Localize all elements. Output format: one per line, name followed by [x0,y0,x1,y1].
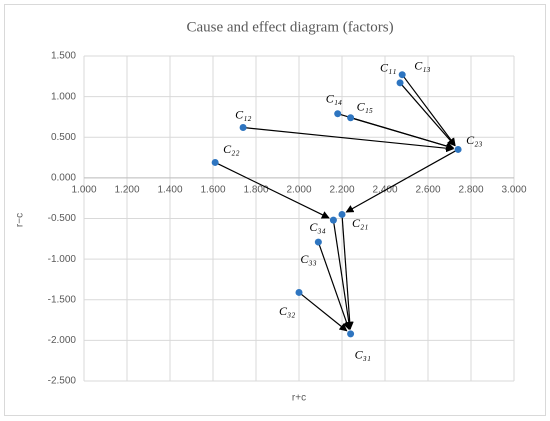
x-tick-label: 1.800 [243,185,268,196]
point [295,288,303,296]
y-tick-label: 0.000 [51,173,76,184]
point-label: C₁₅ [357,100,373,114]
arrow [317,241,351,331]
point [347,114,355,122]
point [211,158,219,166]
point-label: C₂₁ [352,216,368,230]
point-label: C₃₄ [309,220,325,234]
x-tick-label: 1.600 [200,185,225,196]
point-label: C₁₂ [235,107,251,121]
point [396,79,404,87]
arrow [332,220,353,330]
arrow [298,291,348,332]
x-tick-label: 2.600 [415,185,440,196]
point-label: C₁₁ [380,61,396,75]
point-label: C₃₂ [279,304,295,318]
x-tick-label: 1.200 [114,185,139,196]
arrow [243,126,455,153]
point [329,216,337,224]
x-tick-label: 2.800 [458,185,483,196]
point-label: C₁₃ [414,58,430,72]
y-axis-label: r−c [15,213,26,227]
arrow [345,148,459,213]
point [347,330,355,338]
point [398,71,406,79]
arrow [341,214,354,330]
point [239,124,247,131]
y-tick-label: -1.000 [48,254,77,265]
y-tick-label: 1.000 [51,91,76,102]
x-axis-label: r+c [292,393,306,404]
y-tick-label: 0.500 [51,132,76,143]
x-tick-label: 3.000 [501,185,526,196]
point [338,210,346,218]
y-tick-label: -0.500 [48,213,77,224]
x-tick-label: 2.000 [286,185,311,196]
arrow [214,161,330,219]
point-label: C₃₃ [300,252,316,266]
arrow [399,82,456,147]
point-label: C₂₃ [466,133,482,147]
x-tick-label: 1.000 [71,185,96,196]
chart-title: Cause and effect diagram (factors) [186,19,393,35]
x-tick-label: 1.400 [157,185,182,196]
point [454,145,462,153]
arrow [401,74,456,147]
chart-frame [4,4,546,416]
point-label: C₂₂ [223,142,239,156]
point-label: C₁₄ [326,91,342,105]
point-label: C₃₁ [355,348,371,362]
point [314,238,322,246]
arrow [350,117,455,150]
y-tick-label: -2.000 [48,335,77,346]
x-tick-label: 2.200 [329,185,354,196]
y-tick-label: 1.500 [51,51,76,62]
point [334,110,342,118]
y-tick-label: -1.500 [48,294,77,305]
y-tick-label: -2.500 [48,376,77,387]
